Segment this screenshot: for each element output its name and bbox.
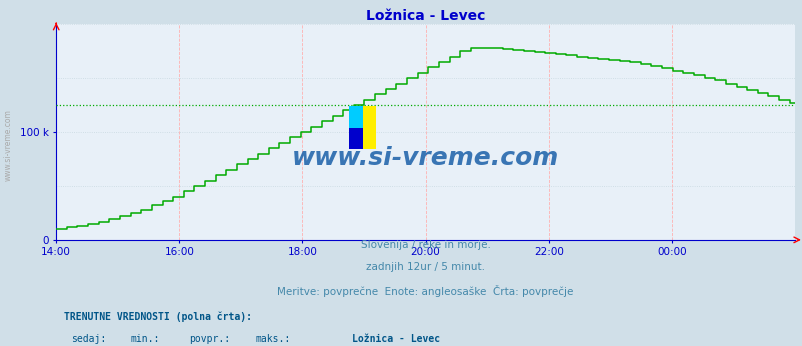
Text: zadnjih 12ur / 5 minut.: zadnjih 12ur / 5 minut. — [366, 263, 484, 272]
Text: sedaj:: sedaj: — [71, 334, 106, 344]
Text: www.si-vreme.com: www.si-vreme.com — [3, 109, 13, 181]
Text: www.si-vreme.com: www.si-vreme.com — [292, 146, 558, 170]
Bar — [349, 106, 363, 128]
Text: Ložnica - Levec: Ložnica - Levec — [351, 334, 439, 344]
Text: povpr.:: povpr.: — [189, 334, 230, 344]
Text: Meritve: povprečne  Enote: angleosaške  Črta: povprečje: Meritve: povprečne Enote: angleosaške Čr… — [277, 285, 573, 297]
Bar — [349, 128, 363, 149]
Title: Ložnica - Levec: Ložnica - Levec — [366, 9, 484, 23]
Text: Slovenija / reke in morje.: Slovenija / reke in morje. — [360, 240, 490, 250]
Text: maks.:: maks.: — [255, 334, 290, 344]
Text: min.:: min.: — [130, 334, 160, 344]
Bar — [363, 106, 375, 149]
Text: TRENUTNE VREDNOSTI (polna črta):: TRENUTNE VREDNOSTI (polna črta): — [63, 312, 251, 322]
